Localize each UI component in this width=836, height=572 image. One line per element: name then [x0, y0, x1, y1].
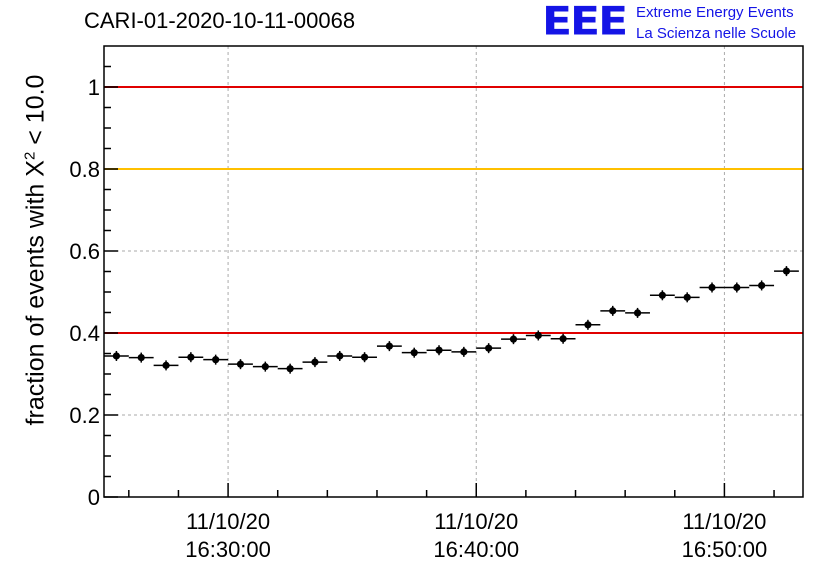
marker — [236, 360, 245, 368]
chart-title: CARI-01-2020-10-11-00068 — [84, 8, 356, 33]
marker — [559, 335, 567, 343]
y-tick-label: 0.8 — [69, 157, 100, 182]
marker — [261, 363, 269, 371]
marker — [360, 353, 369, 361]
marker — [385, 342, 393, 350]
marker — [410, 349, 418, 357]
x-tick-label-date: 11/10/20 — [186, 509, 270, 534]
x-tick-label-time: 16:40:00 — [433, 537, 519, 562]
data-point — [104, 350, 129, 361]
data-point — [252, 361, 278, 372]
data-point — [277, 363, 303, 374]
grid-layer — [104, 46, 803, 497]
marker — [286, 365, 294, 373]
marker — [658, 291, 666, 299]
data-point — [550, 333, 576, 344]
y-tick-label: 0.2 — [69, 403, 100, 428]
data-point — [625, 307, 650, 318]
marker — [534, 331, 542, 340]
y-tick-label: 1 — [88, 75, 100, 100]
data-point — [699, 282, 725, 293]
marker — [509, 335, 518, 343]
y-tick-label: 0.6 — [69, 239, 100, 264]
data-point — [203, 354, 229, 365]
marker — [336, 352, 344, 360]
marker — [708, 283, 716, 292]
y-tick-label: 0.4 — [69, 321, 100, 346]
data-point — [600, 305, 626, 316]
data-point — [476, 343, 502, 354]
data-point — [302, 357, 328, 368]
data-point — [575, 319, 601, 330]
x-tick-label-time: 16:30:00 — [185, 537, 271, 562]
y-tick-label: 0 — [88, 485, 100, 510]
marker — [435, 346, 443, 354]
eee-logo: EEE — [542, 0, 628, 45]
marker — [485, 344, 493, 352]
axis-ticks: 0 0.2 0.4 0.6 0.8 1 11/10/20 16:30:00 11/10/20 16… — [69, 65, 775, 562]
data-point — [724, 282, 750, 293]
plot-frame — [103, 45, 804, 498]
marker — [733, 283, 741, 292]
data-point — [674, 292, 700, 303]
data-point — [451, 346, 477, 357]
data-point — [228, 359, 253, 370]
marker — [758, 281, 766, 290]
marker — [584, 321, 592, 329]
eee-logo-caption: Extreme Energy Events La Scienza nelle S… — [636, 2, 796, 44]
logo-caption-line2: La Scienza nelle Scuole — [636, 25, 797, 42]
data-point — [401, 347, 427, 358]
data-point — [749, 280, 775, 291]
data-point — [774, 266, 799, 277]
data-point — [327, 350, 353, 361]
marker — [187, 353, 195, 361]
marker — [782, 267, 791, 275]
marker — [633, 309, 642, 317]
marker — [137, 354, 145, 362]
x-tick-label-time: 16:50:00 — [682, 537, 768, 562]
data-series — [104, 266, 799, 374]
data-point — [153, 360, 179, 371]
x-tick-label-date: 11/10/20 — [434, 509, 518, 534]
data-point — [178, 352, 204, 363]
data-point — [426, 345, 452, 356]
marker — [460, 348, 468, 356]
reference-lines — [104, 86, 803, 334]
data-point — [649, 290, 675, 301]
marker — [609, 307, 617, 315]
data-point — [128, 352, 154, 363]
marker — [112, 352, 121, 360]
data-point — [352, 352, 377, 363]
logo-caption-line1: Extreme Energy Events — [636, 4, 794, 21]
x-tick-label-date: 11/10/20 — [682, 509, 766, 534]
marker — [311, 358, 319, 366]
marker — [683, 293, 691, 301]
data-point — [376, 341, 402, 352]
marker — [212, 356, 220, 364]
data-point — [501, 334, 526, 345]
marker — [162, 361, 170, 369]
data-point — [525, 330, 551, 341]
